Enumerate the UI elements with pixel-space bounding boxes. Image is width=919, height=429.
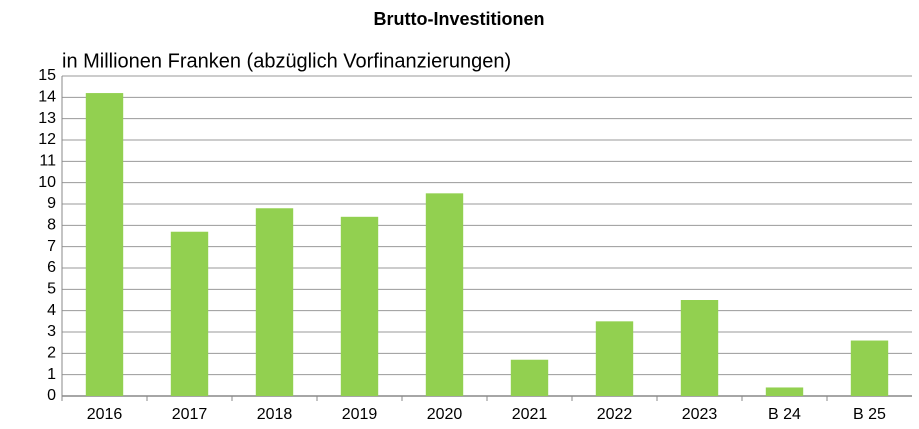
x-tick-label: 2019 bbox=[342, 406, 378, 423]
y-tick-label: 8 bbox=[47, 217, 56, 234]
y-tick-label: 9 bbox=[47, 195, 56, 212]
y-tick-label: 12 bbox=[38, 131, 56, 148]
y-tick-label: 10 bbox=[38, 174, 56, 191]
y-tick-label: 4 bbox=[47, 302, 56, 319]
bar bbox=[510, 359, 549, 396]
chart-title: Brutto-Investitionen bbox=[374, 9, 545, 29]
x-tick-label: 2017 bbox=[172, 406, 208, 423]
y-tick-label: 1 bbox=[47, 366, 56, 383]
y-tick-label: 7 bbox=[47, 238, 56, 255]
bar bbox=[765, 387, 804, 396]
bar bbox=[850, 340, 889, 396]
x-tick-label: 2021 bbox=[512, 406, 548, 423]
bar bbox=[170, 231, 209, 396]
y-tick-label: 11 bbox=[39, 153, 56, 170]
bar bbox=[85, 93, 124, 397]
y-tick-label: 0 bbox=[47, 387, 56, 404]
y-tick-label: 3 bbox=[47, 323, 56, 340]
y-tick-label: 6 bbox=[47, 259, 56, 276]
y-tick-label: 14 bbox=[38, 89, 56, 106]
chart-subtitle: in Millionen Franken (abzüglich Vorfinan… bbox=[62, 50, 511, 72]
x-tick-label: 2020 bbox=[427, 406, 463, 423]
x-tick-label: 2016 bbox=[87, 406, 123, 423]
x-tick-label: B 25 bbox=[853, 406, 886, 423]
bar bbox=[425, 193, 464, 396]
bar bbox=[680, 300, 719, 396]
bar bbox=[340, 216, 379, 396]
x-tick-label: 2022 bbox=[597, 406, 633, 423]
bar bbox=[255, 208, 294, 396]
x-tick-label: 2018 bbox=[257, 406, 293, 423]
y-tick-label: 5 bbox=[47, 281, 56, 298]
y-tick-label: 2 bbox=[47, 345, 56, 362]
bar bbox=[595, 321, 634, 396]
x-tick-label: 2023 bbox=[682, 406, 718, 423]
y-tick-label: 15 bbox=[38, 67, 56, 84]
y-tick-label: 13 bbox=[38, 110, 56, 127]
x-tick-label: B 24 bbox=[768, 406, 801, 423]
